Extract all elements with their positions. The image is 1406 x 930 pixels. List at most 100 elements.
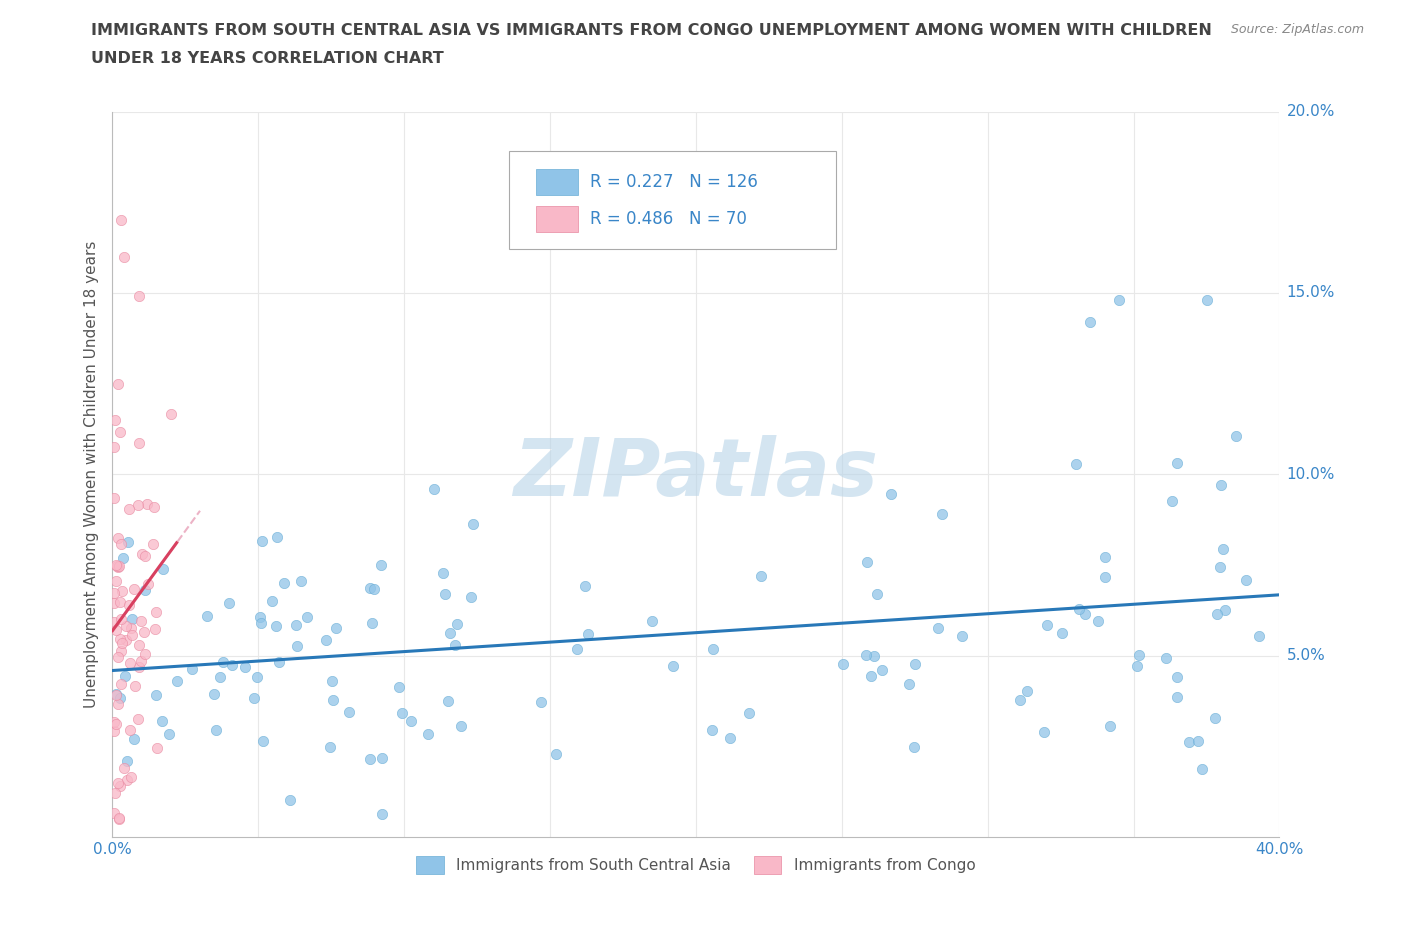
Point xyxy=(111,635,134,650)
Point xyxy=(122,582,145,597)
Point xyxy=(127,711,149,726)
Point xyxy=(108,810,131,825)
Point xyxy=(250,534,273,549)
Point xyxy=(1008,693,1031,708)
Point xyxy=(107,697,129,711)
Point xyxy=(202,687,225,702)
Point xyxy=(371,751,394,765)
Point xyxy=(134,646,156,661)
Point xyxy=(702,641,724,656)
Point xyxy=(1032,724,1054,739)
Point xyxy=(127,498,149,512)
Point xyxy=(103,595,125,610)
Point xyxy=(295,609,318,624)
Point xyxy=(160,406,183,421)
Point xyxy=(131,613,153,628)
Point xyxy=(1128,647,1150,662)
Point xyxy=(1187,734,1209,749)
Point xyxy=(136,497,159,512)
Point xyxy=(124,731,146,746)
Point xyxy=(1064,457,1087,472)
Point xyxy=(1154,650,1177,665)
Point xyxy=(278,792,301,807)
Point xyxy=(1209,478,1232,493)
Point xyxy=(108,595,131,610)
Point xyxy=(112,249,135,264)
Point xyxy=(110,213,132,228)
Point xyxy=(143,622,166,637)
Legend: Immigrants from South Central Asia, Immigrants from Congo: Immigrants from South Central Asia, Immi… xyxy=(411,850,981,880)
Point xyxy=(128,637,150,652)
Point xyxy=(103,615,125,630)
Point xyxy=(544,747,567,762)
Point xyxy=(117,535,139,550)
Point xyxy=(927,620,949,635)
Point xyxy=(1035,618,1057,632)
Text: 15.0%: 15.0% xyxy=(1286,286,1334,300)
Point xyxy=(718,730,741,745)
Point xyxy=(1234,573,1257,588)
Point xyxy=(114,761,136,776)
Point xyxy=(120,770,142,785)
Point xyxy=(264,619,287,634)
Point xyxy=(143,499,166,514)
Point xyxy=(128,288,150,303)
Point xyxy=(107,530,129,545)
Point xyxy=(120,620,142,635)
Point xyxy=(145,604,167,619)
Point xyxy=(432,565,454,580)
Point xyxy=(1249,629,1271,644)
Point xyxy=(205,722,228,737)
Point xyxy=(444,637,467,652)
Point xyxy=(115,772,138,787)
Point xyxy=(108,559,131,574)
Point xyxy=(870,662,893,677)
Point xyxy=(212,655,235,670)
Point xyxy=(249,610,271,625)
Point xyxy=(103,805,125,820)
Point xyxy=(108,424,131,439)
Point xyxy=(145,687,167,702)
Point xyxy=(855,554,877,569)
Point xyxy=(463,516,485,531)
Point xyxy=(103,724,125,738)
Point xyxy=(1078,314,1101,329)
Point xyxy=(111,583,134,598)
Point xyxy=(1191,762,1213,777)
Point xyxy=(700,723,723,737)
Point xyxy=(111,551,134,566)
Point xyxy=(574,578,596,593)
Point xyxy=(361,616,384,631)
Point xyxy=(290,574,312,589)
Text: 5.0%: 5.0% xyxy=(1286,648,1324,663)
Point xyxy=(250,616,273,631)
Point xyxy=(450,719,472,734)
Point xyxy=(831,657,853,671)
Point xyxy=(266,530,288,545)
Point xyxy=(641,614,664,629)
Point xyxy=(128,659,150,674)
Point xyxy=(434,587,457,602)
Point xyxy=(1204,711,1226,725)
Point xyxy=(124,678,146,693)
Point xyxy=(218,596,240,611)
Point xyxy=(146,741,169,756)
Point xyxy=(105,573,128,588)
Point xyxy=(1166,670,1188,684)
Point xyxy=(105,557,128,572)
Point xyxy=(1017,684,1039,698)
Point xyxy=(363,581,385,596)
Point xyxy=(904,657,927,671)
Point xyxy=(359,581,381,596)
Point xyxy=(267,655,290,670)
Point xyxy=(105,622,128,637)
Point xyxy=(315,633,337,648)
Point xyxy=(108,631,131,646)
Point xyxy=(1050,626,1073,641)
Point xyxy=(1178,735,1201,750)
Point xyxy=(107,377,129,392)
Point xyxy=(880,486,903,501)
Point xyxy=(107,649,129,664)
Point xyxy=(150,713,173,728)
Point xyxy=(131,546,153,561)
